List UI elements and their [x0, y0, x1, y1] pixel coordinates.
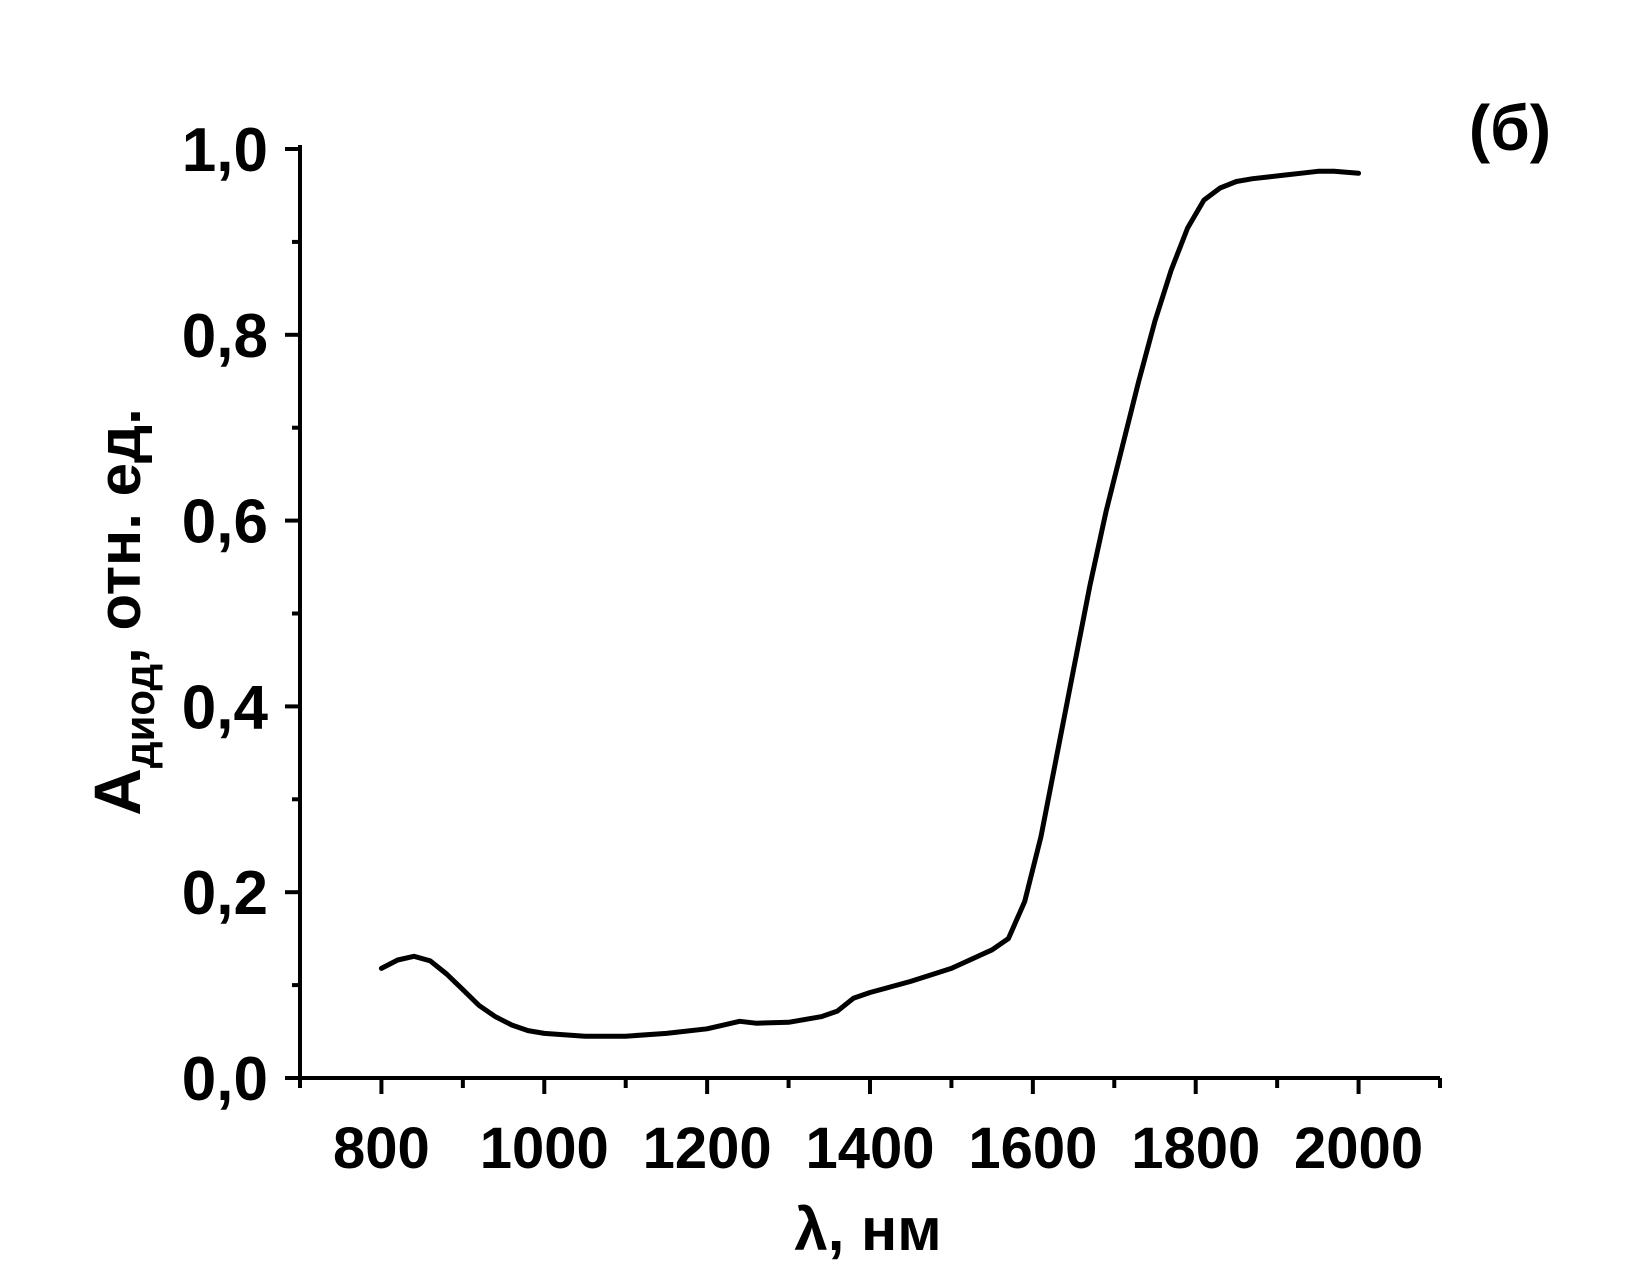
panel-label: (б) [1469, 92, 1551, 164]
x-tick-label: 1200 [643, 1116, 772, 1181]
y-tick-label: 1,0 [182, 116, 268, 185]
y-tick-label: 0,6 [182, 488, 268, 557]
y-tick-label: 0,2 [182, 859, 268, 928]
x-tick-label: 1400 [805, 1116, 934, 1181]
y-tick-label: 0,4 [182, 673, 269, 742]
x-tick-label: 1000 [480, 1116, 609, 1181]
series-line [378, 168, 1362, 1039]
y-tick-label: 0,8 [182, 302, 268, 371]
x-tick-label: 1600 [968, 1116, 1097, 1181]
x-ticks: 800 1000 1200 1400 1600 1800 2000 [298, 1078, 1442, 1181]
y-axis-title-rest: , отн. ед. [86, 408, 153, 664]
y-axis-title-sub: диод [116, 664, 163, 768]
x-tick-label: 1800 [1131, 1116, 1260, 1181]
x-tick-label: 2000 [1294, 1116, 1423, 1181]
plot-area: 0,0 0,2 0,4 0,6 0,8 1,0 800 1000 1200 1400 1600 18… [182, 116, 1442, 1181]
y-tick-label: 0,0 [182, 1045, 268, 1114]
y-ticks: 0,0 0,2 0,4 0,6 0,8 1,0 [182, 116, 300, 1114]
x-tick-label: 800 [333, 1116, 430, 1181]
x-axis-title: λ, нм [794, 1196, 941, 1263]
y-axis-title-main: A [80, 768, 154, 816]
y-axis-title: Aдиод, отн. ед. [80, 408, 163, 816]
